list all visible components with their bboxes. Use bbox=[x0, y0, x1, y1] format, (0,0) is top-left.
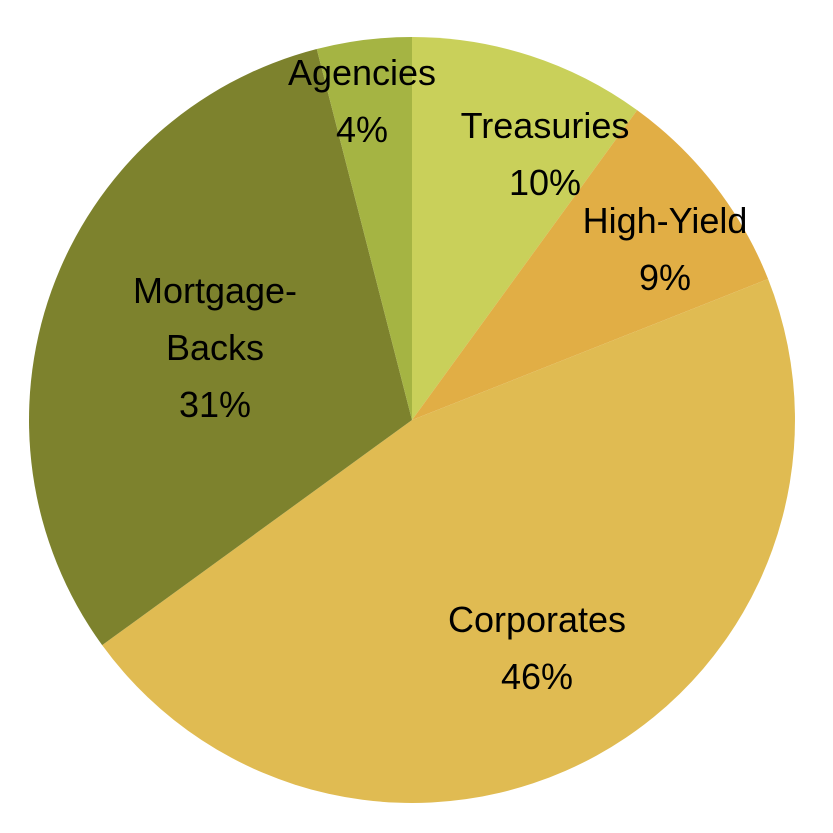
data-label-treasuries: Treasuries 10% bbox=[461, 105, 630, 203]
pie-slice-agencies bbox=[316, 37, 412, 420]
data-label-high-yield: High-Yield 9% bbox=[583, 200, 748, 298]
data-label-agencies: Agencies 4% bbox=[288, 52, 436, 150]
data-label-corporates: Corporates 46% bbox=[448, 599, 626, 697]
pie-slice-high-yield bbox=[412, 110, 769, 421]
pie-labels: Treasuries 10%High-Yield 9% Corporates 46% Mo… bbox=[133, 52, 747, 697]
data-label-mortgage-backs: Mortgage-Backs 31% bbox=[133, 270, 297, 425]
pie-slice-treasuries bbox=[412, 37, 638, 420]
pie-slice-mortgage-backs bbox=[29, 49, 412, 646]
pie-slices bbox=[29, 37, 795, 803]
pie-slice-corporates bbox=[102, 279, 795, 803]
